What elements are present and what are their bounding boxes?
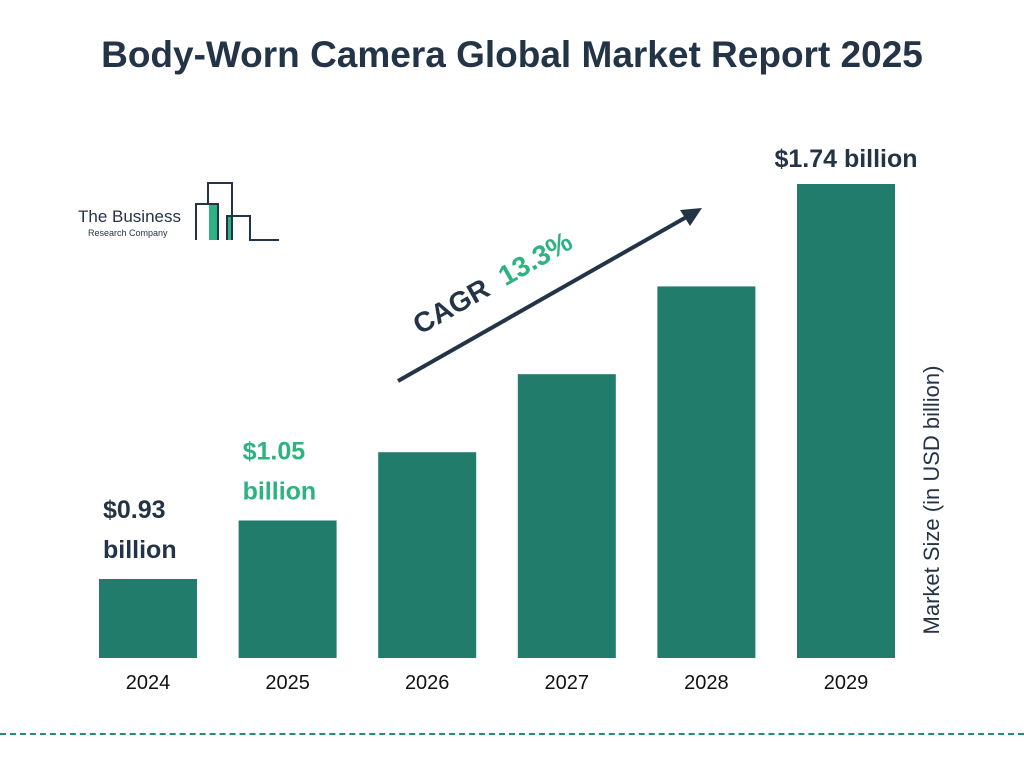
logo-text-line2: Research Company <box>88 228 168 238</box>
x-tick-label: 2029 <box>824 672 869 694</box>
x-tick-label: 2026 <box>405 672 450 694</box>
cagr-value: 13.3% <box>493 225 577 291</box>
svg-text:CAGR 13.3%: CAGR 13.3% <box>408 225 578 340</box>
data-label: billion <box>103 536 177 564</box>
cagr-annotation: CAGR 13.3% <box>397 208 702 383</box>
bar-2027 <box>517 374 616 658</box>
logo-text-line1: The Business <box>78 207 181 226</box>
bar-2028 <box>657 286 756 658</box>
data-label: $1.05 <box>243 437 306 465</box>
x-tick-label: 2027 <box>545 672 590 694</box>
data-label: $1.74 billion <box>774 145 917 173</box>
x-tick-label: 2025 <box>265 672 310 694</box>
cagr-label: CAGR <box>408 273 495 341</box>
footer-divider <box>0 733 1024 735</box>
bar-2025 <box>238 520 337 658</box>
x-tick-label: 2024 <box>126 672 171 694</box>
data-label: billion <box>243 477 317 505</box>
bar-2029 <box>797 184 895 658</box>
bar-2024 <box>99 579 197 658</box>
y-axis-label: Market Size (in USD billion) <box>919 365 944 635</box>
data-label: $0.93 <box>103 496 166 524</box>
chart-title: Body-Worn Camera Global Market Report 20… <box>101 34 923 75</box>
x-tick-label: 2028 <box>684 672 729 694</box>
logo: The Business Research Company <box>78 182 279 241</box>
bar-2026 <box>378 452 477 658</box>
